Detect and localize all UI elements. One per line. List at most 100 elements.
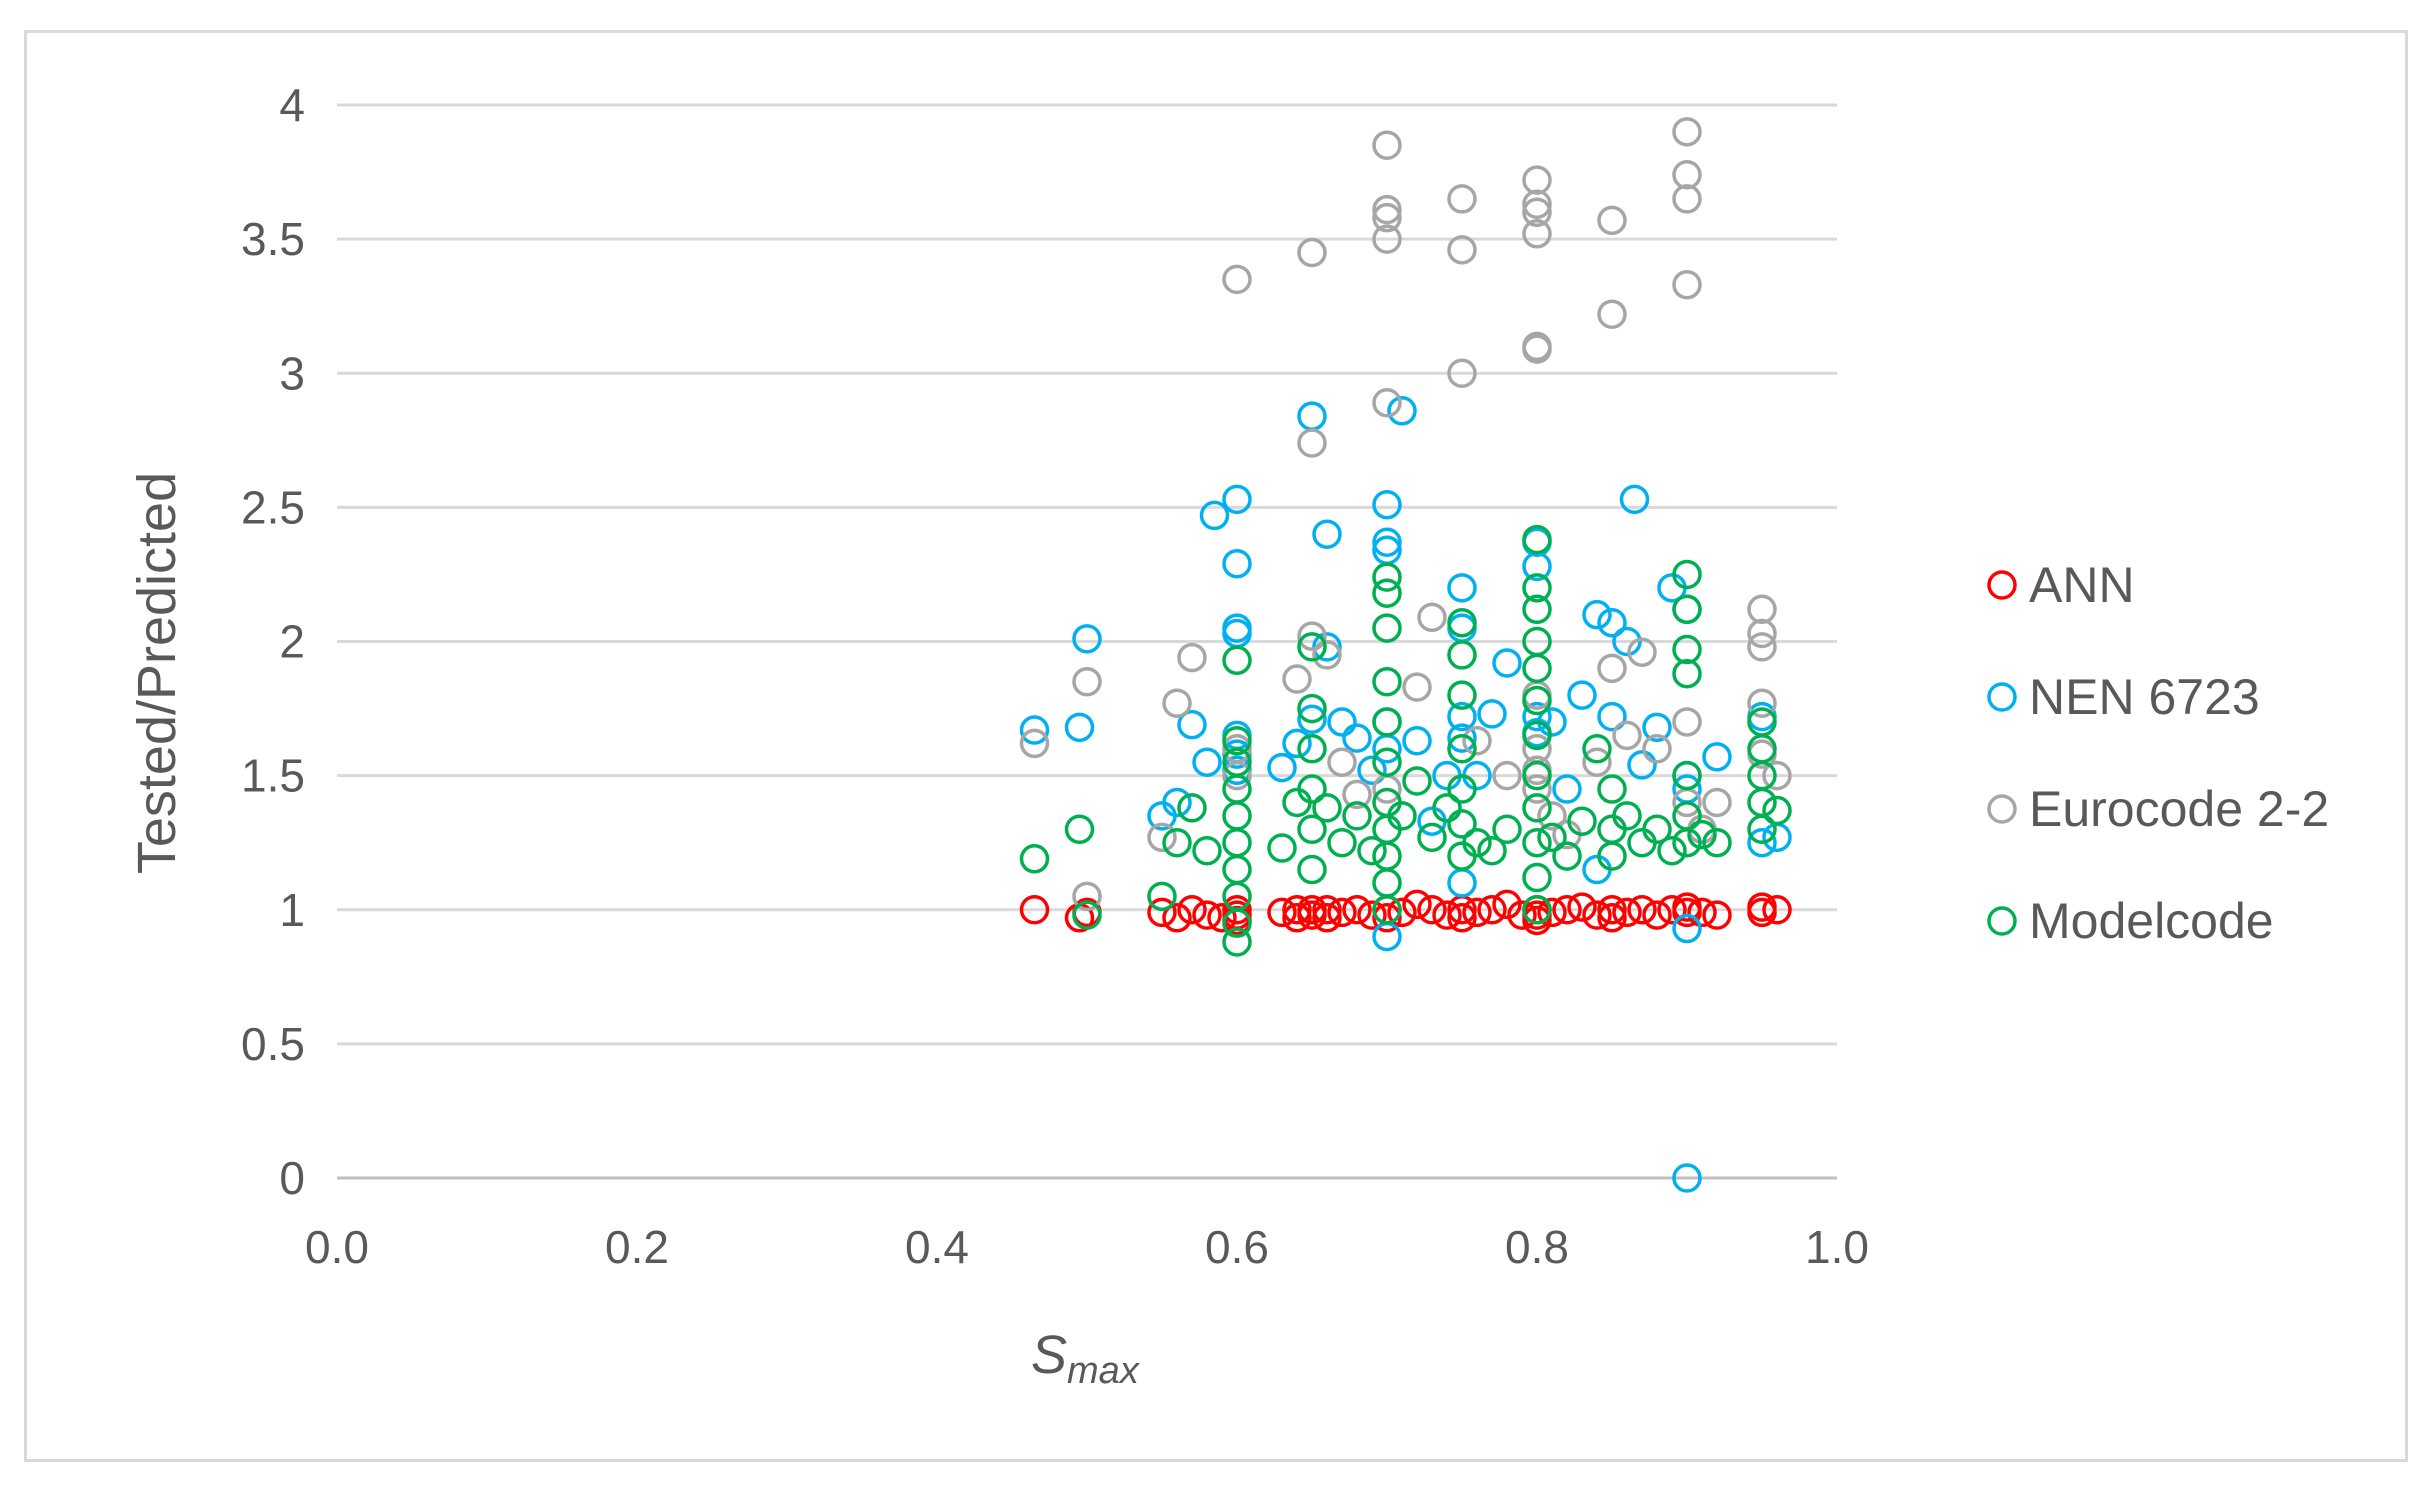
x-axis-title: Smax bbox=[1031, 1325, 1141, 1392]
data-point bbox=[1222, 548, 1252, 579]
data-point bbox=[1162, 688, 1192, 718]
data-point bbox=[1522, 219, 1552, 249]
data-point bbox=[1702, 827, 1732, 858]
data-point bbox=[1402, 726, 1432, 756]
data-point bbox=[1492, 889, 1522, 920]
data-point bbox=[1177, 895, 1207, 925]
data-point bbox=[1327, 747, 1357, 777]
data-point bbox=[1162, 827, 1192, 858]
data-point bbox=[1552, 774, 1582, 804]
legend-marker bbox=[1987, 906, 2017, 936]
data-point bbox=[1447, 607, 1477, 638]
data-point bbox=[1387, 897, 1417, 928]
data-point bbox=[1747, 897, 1777, 928]
data-point bbox=[1327, 897, 1357, 928]
data-point bbox=[1222, 908, 1252, 938]
data-point bbox=[1199, 500, 1230, 531]
data-point bbox=[1222, 827, 1252, 858]
data-point bbox=[1222, 645, 1252, 676]
data-point bbox=[1537, 897, 1567, 928]
data-point bbox=[1177, 709, 1207, 740]
data-point bbox=[1372, 903, 1402, 933]
data-point bbox=[1672, 760, 1702, 791]
data-point bbox=[1762, 895, 1792, 925]
data-point bbox=[1747, 787, 1777, 818]
data-point bbox=[1522, 197, 1552, 228]
data-point bbox=[1582, 747, 1612, 777]
data-point bbox=[1447, 640, 1477, 670]
data-point bbox=[1522, 895, 1552, 925]
series-eurocode-2-2 bbox=[1019, 117, 1792, 912]
data-point bbox=[1627, 895, 1657, 925]
scatter-chart: 0 0.5 1 1.5 2 2.5 3 3.5 4 0.0 0.2 0.4 0.6 0.8 1.0 Tes… bbox=[127, 79, 2329, 1392]
data-point bbox=[1672, 658, 1702, 689]
legend-marker bbox=[1987, 682, 2017, 712]
data-point bbox=[1762, 795, 1792, 826]
data-point bbox=[1147, 822, 1177, 853]
data-point bbox=[1072, 881, 1102, 912]
data-point bbox=[1447, 723, 1477, 753]
data-point bbox=[1447, 774, 1477, 804]
data-point bbox=[1702, 787, 1732, 818]
data-point bbox=[1432, 793, 1462, 823]
data-point bbox=[1612, 801, 1642, 831]
y-tick-label: 1.5 bbox=[241, 750, 305, 802]
data-point bbox=[1372, 895, 1402, 925]
legend-label: Eurocode 2-2 bbox=[2029, 781, 2329, 837]
data-point bbox=[1297, 704, 1327, 735]
data-point bbox=[1612, 720, 1642, 751]
data-point bbox=[1522, 760, 1552, 791]
data-point bbox=[1447, 701, 1477, 732]
data-point bbox=[1372, 388, 1402, 418]
data-point bbox=[1372, 130, 1402, 160]
data-point bbox=[1162, 787, 1192, 818]
data-point bbox=[1222, 726, 1252, 756]
data-point bbox=[1177, 642, 1207, 673]
data-point bbox=[1297, 895, 1327, 925]
y-tick-label: 3 bbox=[279, 347, 305, 399]
data-point bbox=[1372, 613, 1402, 643]
x-axis-ticks: 0.0 0.2 0.4 0.6 0.8 1.0 bbox=[305, 1221, 1869, 1273]
data-point bbox=[1222, 854, 1252, 885]
data-point bbox=[1177, 793, 1207, 823]
data-point bbox=[1267, 833, 1297, 863]
data-point bbox=[1687, 819, 1717, 850]
data-point bbox=[1762, 822, 1792, 853]
data-point bbox=[1522, 653, 1552, 684]
data-point bbox=[1537, 822, 1567, 853]
data-point bbox=[1612, 626, 1642, 657]
data-point bbox=[1372, 527, 1402, 557]
data-point bbox=[1672, 269, 1702, 300]
data-point bbox=[1297, 428, 1327, 458]
data-point bbox=[1019, 715, 1050, 745]
data-point bbox=[1672, 892, 1702, 922]
data-point bbox=[1762, 760, 1792, 791]
data-point bbox=[1672, 634, 1702, 665]
data-point bbox=[1447, 903, 1477, 933]
data-point bbox=[1642, 734, 1672, 764]
data-point bbox=[1552, 841, 1582, 871]
data-point bbox=[1537, 801, 1567, 831]
y-tick-label: 3.5 bbox=[241, 213, 305, 265]
data-point bbox=[1072, 624, 1102, 654]
data-point bbox=[1702, 900, 1732, 930]
data-point bbox=[1522, 774, 1552, 804]
data-point bbox=[1297, 814, 1327, 845]
data-point bbox=[1447, 235, 1477, 265]
data-point bbox=[1342, 779, 1372, 810]
data-point bbox=[1372, 489, 1402, 520]
data-point bbox=[1597, 299, 1627, 329]
data-point bbox=[1672, 159, 1702, 190]
data-point bbox=[1477, 835, 1507, 866]
data-point bbox=[1492, 760, 1522, 791]
data-point bbox=[1312, 519, 1342, 549]
x-tick-label: 0.4 bbox=[905, 1221, 969, 1273]
data-point bbox=[1567, 680, 1597, 710]
data-point bbox=[1612, 897, 1642, 928]
data-point bbox=[1567, 806, 1597, 836]
data-point bbox=[1672, 594, 1702, 625]
data-point bbox=[1477, 895, 1507, 925]
data-point bbox=[1417, 822, 1447, 853]
data-point bbox=[1312, 895, 1342, 925]
data-point bbox=[1357, 755, 1387, 786]
